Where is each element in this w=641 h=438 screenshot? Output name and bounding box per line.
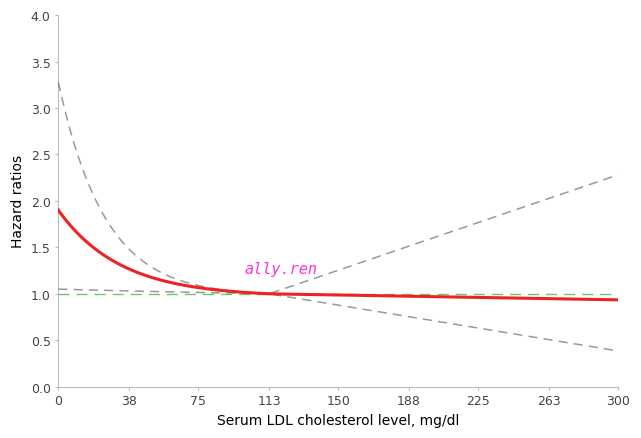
X-axis label: Serum LDL cholesterol level, mg/dl: Serum LDL cholesterol level, mg/dl	[217, 413, 460, 427]
Y-axis label: Hazard ratios: Hazard ratios	[11, 155, 25, 248]
Text: ally.ren: ally.ren	[245, 262, 318, 277]
